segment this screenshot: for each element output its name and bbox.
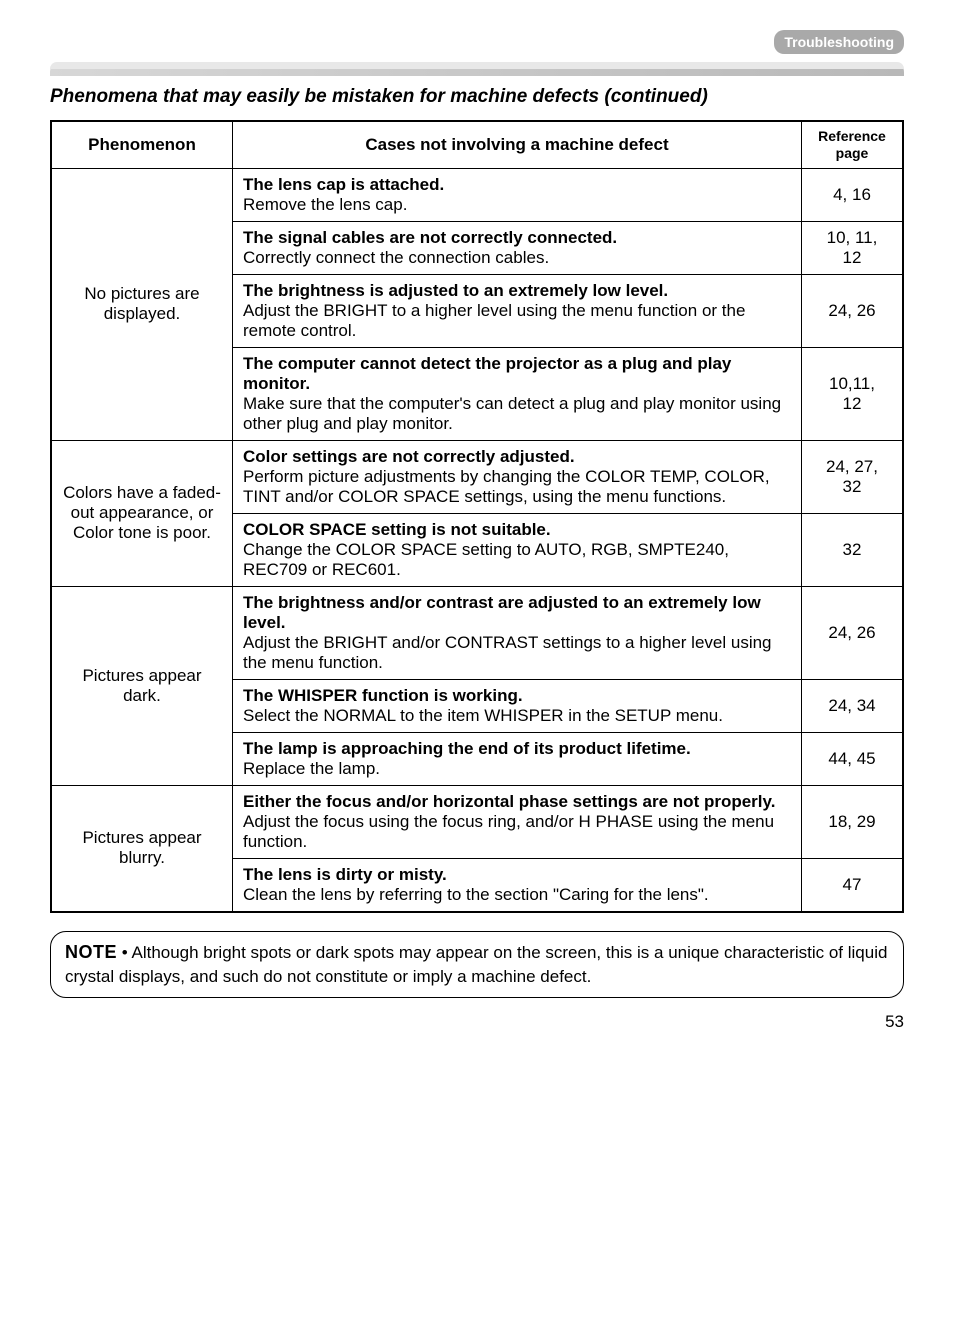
- case-body: Remove the lens cap.: [243, 195, 407, 214]
- case-bold: COLOR SPACE setting is not suitable.: [243, 520, 551, 539]
- case-bold: Either the focus and/or horizontal phase…: [243, 792, 775, 811]
- case-body: Replace the lamp.: [243, 759, 380, 778]
- ref-l1: 10,11,: [829, 374, 875, 393]
- note-label: NOTE: [65, 942, 117, 962]
- cell-case: COLOR SPACE setting is not suitable. Cha…: [233, 513, 802, 586]
- cell-phenomenon: Pictures appear blurry.: [51, 785, 233, 912]
- case-bold: The lens is dirty or misty.: [243, 865, 447, 884]
- cell-ref: 4, 16: [802, 168, 904, 221]
- cell-phenomenon: Pictures appear dark.: [51, 586, 233, 785]
- case-bold: The computer cannot detect the projector…: [243, 354, 731, 393]
- ref-l1: 10, 11,: [827, 228, 878, 247]
- cell-case: The computer cannot detect the projector…: [233, 347, 802, 440]
- cell-case: The brightness is adjusted to an extreme…: [233, 274, 802, 347]
- cell-ref: 24, 34: [802, 679, 904, 732]
- table-row: No pictures are displayed. The lens cap …: [51, 168, 903, 221]
- case-body: Correctly connect the connection cables.: [243, 248, 549, 267]
- cell-case: The lens cap is attached. Remove the len…: [233, 168, 802, 221]
- case-bold: The lamp is approaching the end of its p…: [243, 739, 691, 758]
- table-row: Pictures appear dark. The brightness and…: [51, 586, 903, 679]
- cell-ref: 32: [802, 513, 904, 586]
- note-box: NOTE • Although bright spots or dark spo…: [50, 931, 904, 998]
- cell-case: The lens is dirty or misty. Clean the le…: [233, 858, 802, 912]
- table-row: Pictures appear blurry. Either the focus…: [51, 785, 903, 858]
- case-bold: The brightness is adjusted to an extreme…: [243, 281, 668, 300]
- case-body: Perform picture adjustments by changing …: [243, 467, 770, 506]
- cell-ref: 10,11, 12: [802, 347, 904, 440]
- page-number: 53: [50, 1012, 904, 1032]
- table-header-row: Phenomenon Cases not involving a machine…: [51, 121, 903, 168]
- note-text: • Although bright spots or dark spots ma…: [65, 943, 887, 986]
- cell-ref: 10, 11, 12: [802, 221, 904, 274]
- case-body: Adjust the BRIGHT and/or CONTRAST settin…: [243, 633, 772, 672]
- case-body: Clean the lens by referring to the secti…: [243, 885, 709, 904]
- cell-ref: 24, 26: [802, 274, 904, 347]
- cell-case: Either the focus and/or horizontal phase…: [233, 785, 802, 858]
- case-body: Make sure that the computer's can detect…: [243, 394, 781, 433]
- header-decoration: [50, 62, 904, 76]
- th-ref-l2: page: [836, 145, 869, 161]
- case-body: Change the COLOR SPACE setting to AUTO, …: [243, 540, 729, 579]
- case-body: Adjust the focus using the focus ring, a…: [243, 812, 774, 851]
- th-ref-l1: Reference: [818, 128, 886, 144]
- cell-ref: 47: [802, 858, 904, 912]
- case-bold: The lens cap is attached.: [243, 175, 444, 194]
- ref-l2: 12: [843, 394, 862, 413]
- case-bold: Color settings are not correctly adjuste…: [243, 447, 575, 466]
- table-row: Colors have a faded- out appearance, or …: [51, 440, 903, 513]
- cell-ref: 44, 45: [802, 732, 904, 785]
- cell-case: The WHISPER function is working. Select …: [233, 679, 802, 732]
- case-body: Select the NORMAL to the item WHISPER in…: [243, 706, 723, 725]
- case-bold: The signal cables are not correctly conn…: [243, 228, 617, 247]
- cell-case: The brightness and/or contrast are adjus…: [233, 586, 802, 679]
- th-phenomenon: Phenomenon: [51, 121, 233, 168]
- ref-l2: 32: [843, 477, 862, 496]
- ref-l2: 12: [843, 248, 862, 267]
- cell-ref: 18, 29: [802, 785, 904, 858]
- cell-phenomenon: Colors have a faded- out appearance, or …: [51, 440, 233, 586]
- case-body: Adjust the BRIGHT to a higher level usin…: [243, 301, 745, 340]
- cell-ref: 24, 27, 32: [802, 440, 904, 513]
- section-title: Phenomena that may easily be mistaken fo…: [50, 86, 904, 108]
- cell-ref: 24, 26: [802, 586, 904, 679]
- cell-case: Color settings are not correctly adjuste…: [233, 440, 802, 513]
- th-reference: Reference page: [802, 121, 904, 168]
- cell-phenomenon: No pictures are displayed.: [51, 168, 233, 440]
- cell-case: The lamp is approaching the end of its p…: [233, 732, 802, 785]
- header-tag: Troubleshooting: [774, 30, 904, 54]
- cell-case: The signal cables are not correctly conn…: [233, 221, 802, 274]
- troubleshooting-table: Phenomenon Cases not involving a machine…: [50, 120, 904, 913]
- case-bold: The brightness and/or contrast are adjus…: [243, 593, 761, 632]
- ref-l1: 24, 27,: [826, 457, 878, 476]
- th-cases: Cases not involving a machine defect: [233, 121, 802, 168]
- case-bold: The WHISPER function is working.: [243, 686, 523, 705]
